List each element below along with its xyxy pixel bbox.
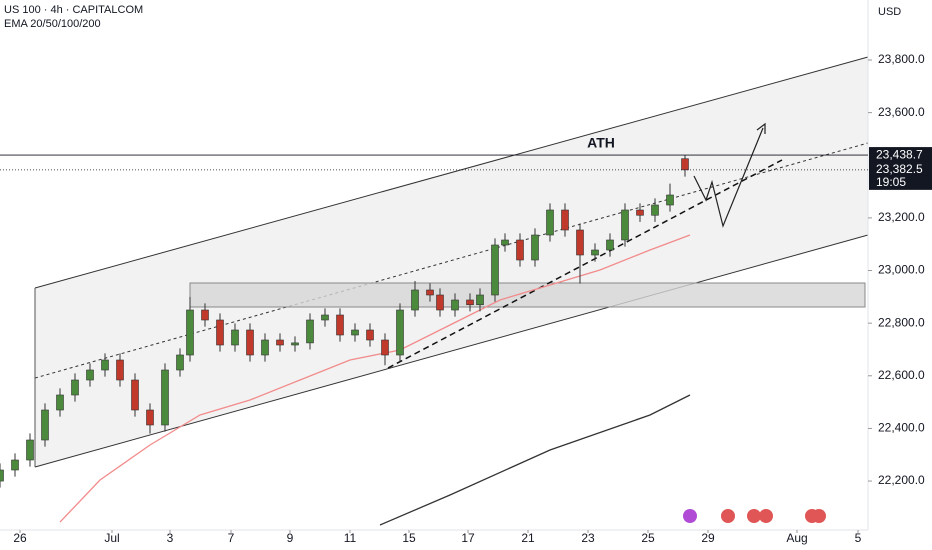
- candle-body: [336, 314, 344, 336]
- candle-body: [476, 294, 484, 306]
- channel-lower: [34, 234, 869, 468]
- candle-body: [436, 294, 444, 311]
- chart-title: US 100 · 4h · CAPITALCOM: [4, 4, 143, 16]
- x-tick-label: 3: [167, 531, 174, 545]
- candle-body: [651, 204, 659, 216]
- candle-body: [351, 329, 359, 336]
- y-tick-label: 23,200.0: [878, 210, 925, 224]
- candle-body: [161, 369, 169, 426]
- event-icon: [683, 509, 697, 523]
- x-tick-label: 5: [855, 531, 862, 545]
- trend-line: [387, 159, 783, 369]
- event-icon: [721, 509, 735, 523]
- chart-subtitle: EMA 20/50/100/200: [4, 18, 101, 30]
- y-tick-label: 23,600.0: [878, 105, 925, 119]
- candle-body: [636, 209, 644, 216]
- candle-body: [231, 329, 239, 346]
- candle-body: [591, 249, 599, 256]
- event-icons: [683, 509, 826, 523]
- candle-body: [366, 329, 374, 341]
- candle-body: [131, 379, 139, 411]
- candle-body: [276, 339, 284, 346]
- x-tick-label: 9: [287, 531, 294, 545]
- channel-upper: [34, 56, 869, 289]
- candle-body: [116, 359, 124, 381]
- candle-body: [681, 158, 689, 171]
- candle-body: [451, 299, 459, 311]
- x-tick-label: 21: [521, 531, 535, 545]
- candle-body: [56, 394, 64, 411]
- countdown: 19:05: [876, 175, 906, 189]
- candle-body: [561, 209, 569, 231]
- x-tick-label: Jul: [104, 531, 119, 545]
- channel-mid: [34, 142, 869, 379]
- candle-body: [0, 469, 4, 482]
- candle-body: [396, 309, 404, 356]
- price-label: 23,438.7: [876, 147, 923, 161]
- x-tick-label: 26: [13, 531, 27, 545]
- candle-body: [176, 354, 184, 371]
- price-label: 23,382.5: [876, 162, 923, 176]
- candle-body: [41, 409, 49, 441]
- y-tick-label: 22,400.0: [878, 421, 925, 435]
- candle-body: [666, 194, 674, 206]
- candle-body: [411, 289, 419, 311]
- candle-body: [576, 229, 584, 256]
- candle-body: [426, 289, 434, 296]
- arrow-head: [756, 122, 766, 134]
- candle-body: [621, 209, 629, 241]
- x-tick-label: 15: [402, 531, 416, 545]
- candle-body: [516, 239, 524, 261]
- x-tick-label: 11: [344, 531, 357, 545]
- candle-body: [306, 319, 314, 344]
- candle-body: [26, 439, 34, 461]
- x-tick-label: 17: [461, 531, 475, 545]
- candle-body: [86, 369, 94, 381]
- price-label-box: [869, 161, 932, 178]
- annotation: ATH: [587, 135, 615, 151]
- y-tick-label: 22,800.0: [878, 315, 925, 329]
- candle-body: [321, 314, 329, 321]
- ema-line: [59, 234, 691, 523]
- x-tick-label: 7: [228, 531, 235, 545]
- event-icon: [812, 509, 826, 523]
- channel-fill: [35, 57, 868, 467]
- candle-body: [146, 409, 154, 426]
- countdown-box: [869, 175, 932, 190]
- ema-line: [379, 394, 691, 526]
- price-label-box: [869, 147, 932, 164]
- candle-body: [501, 239, 509, 246]
- x-tick-label: 25: [641, 531, 655, 545]
- candle-body: [606, 239, 614, 251]
- zone: [189, 282, 866, 308]
- candle-body: [466, 299, 474, 306]
- candle-body: [216, 319, 224, 346]
- candle-body: [546, 209, 554, 236]
- candle-body: [11, 459, 19, 471]
- candle-body: [291, 342, 299, 346]
- candle-body: [201, 309, 209, 321]
- projection-arrow: [693, 127, 764, 228]
- y-tick-label: 23,000.0: [878, 263, 925, 277]
- y-tick-label: 22,200.0: [878, 473, 925, 487]
- candle-body: [186, 309, 194, 356]
- y-axis-label: USD: [878, 6, 901, 18]
- x-tick-label: 23: [581, 531, 595, 545]
- event-icon: [759, 509, 773, 523]
- event-icon: [747, 509, 761, 523]
- candle-body: [71, 379, 79, 396]
- x-tick-label: 29: [701, 531, 715, 545]
- candle-body: [246, 329, 254, 356]
- candle-body: [101, 359, 109, 371]
- y-tick-label: 23,800.0: [878, 52, 925, 66]
- x-tick-label: Aug: [786, 531, 807, 545]
- candle-body: [491, 244, 499, 296]
- candle-body: [261, 339, 269, 356]
- candle-body: [531, 234, 539, 261]
- y-tick-label: 22,600.0: [878, 368, 925, 382]
- candle-body: [381, 339, 389, 356]
